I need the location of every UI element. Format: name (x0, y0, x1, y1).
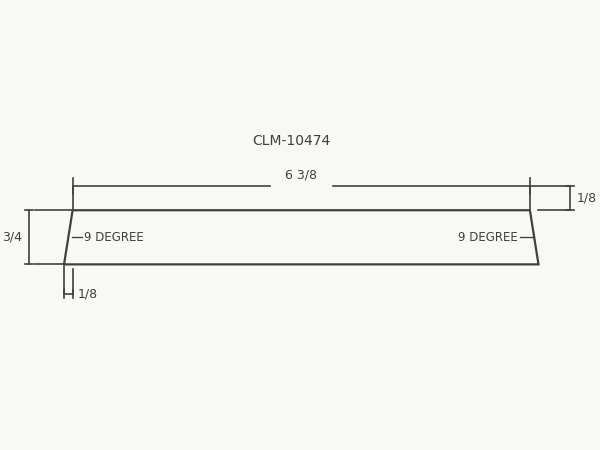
Text: 3/4: 3/4 (2, 231, 22, 244)
Text: CLM-10474: CLM-10474 (252, 135, 331, 148)
Text: 9 DEGREE: 9 DEGREE (458, 231, 518, 244)
Text: 6 3/8: 6 3/8 (285, 169, 317, 182)
Text: 1/8: 1/8 (577, 191, 597, 204)
Text: 1/8: 1/8 (77, 288, 98, 301)
Text: 9 DEGREE: 9 DEGREE (85, 231, 144, 244)
